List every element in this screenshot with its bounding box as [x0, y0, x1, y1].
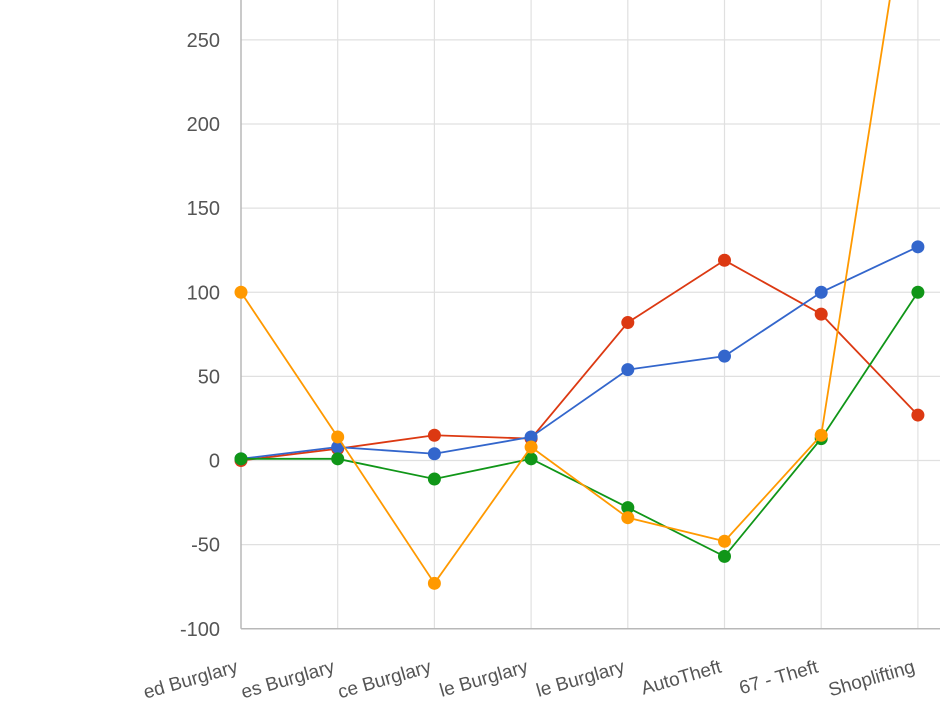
grid — [241, 0, 940, 630]
data-point[interactable] — [718, 534, 731, 548]
data-point[interactable] — [814, 285, 828, 299]
data-point[interactable] — [718, 253, 731, 267]
data-point[interactable] — [427, 428, 441, 442]
x-tick-label: AutoTheft — [639, 656, 725, 699]
data-point[interactable] — [427, 576, 441, 590]
data-point[interactable] — [911, 285, 925, 299]
series-line — [240, 259, 919, 462]
x-tick-label: ce Burglary — [336, 656, 435, 703]
series-group — [234, 0, 925, 590]
data-point[interactable] — [427, 447, 441, 461]
series-line — [240, 0, 891, 585]
y-tick-label: 250 — [187, 30, 220, 52]
data-point[interactable] — [331, 452, 345, 466]
data-point[interactable] — [427, 472, 441, 486]
y-tick-label: 150 — [187, 198, 220, 220]
data-point[interactable] — [814, 428, 828, 442]
axes — [240, 0, 940, 630]
data-point[interactable] — [621, 511, 635, 525]
data-point[interactable] — [524, 452, 538, 466]
data-point[interactable] — [331, 440, 345, 454]
series-line — [241, 291, 919, 558]
y-axis-ticks: 250 200 150 100 50 0 -50 -100 — [180, 30, 220, 641]
data-point[interactable] — [524, 430, 538, 444]
series-4 — [234, 0, 891, 590]
y-tick-label: 50 — [198, 366, 220, 388]
y-tick-label: 200 — [187, 114, 220, 136]
y-tick-label: 100 — [187, 282, 220, 304]
data-point[interactable] — [911, 240, 925, 254]
data-point[interactable] — [718, 349, 731, 363]
data-point[interactable] — [331, 430, 345, 444]
y-tick-label: -100 — [180, 619, 220, 641]
x-tick-label: 67 - Theft — [737, 656, 821, 699]
data-point[interactable] — [718, 549, 731, 563]
data-point[interactable] — [911, 408, 925, 422]
x-tick-label: le Burglary — [437, 656, 531, 701]
data-point[interactable] — [234, 452, 248, 466]
data-point[interactable] — [234, 285, 248, 299]
x-tick-label: le Burglary — [534, 656, 628, 701]
data-point[interactable] — [814, 307, 828, 321]
data-point[interactable] — [621, 363, 635, 377]
x-tick-label: Shoplifting — [826, 657, 917, 702]
y-tick-label: -50 — [191, 535, 220, 557]
data-point[interactable] — [621, 316, 635, 330]
x-tick-label: ed Burglary — [141, 656, 241, 703]
data-point[interactable] — [524, 440, 538, 454]
y-tick-label: 0 — [209, 451, 220, 473]
x-tick-label: es Burglary — [239, 656, 338, 703]
series-line — [240, 246, 919, 460]
data-point[interactable] — [621, 501, 635, 515]
